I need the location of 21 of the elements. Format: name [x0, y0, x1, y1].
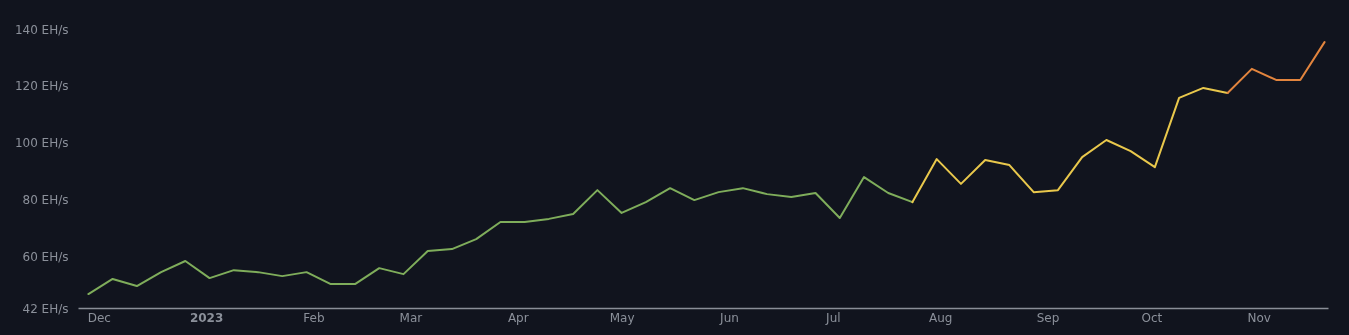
- line-series: [911, 86, 1229, 204]
- x-tick-label: Aug: [928, 310, 953, 325]
- x-tick-label: Oct: [1141, 310, 1163, 325]
- y-tick-label: 42 EH/s: [22, 301, 69, 316]
- y-tick-label: 100 EH/s: [14, 136, 69, 151]
- x-tick-label: Sep: [1036, 310, 1060, 325]
- y-tick-label: 80 EH/s: [22, 193, 69, 208]
- line-series: [1226, 41, 1326, 95]
- x-tick-label: Mar: [399, 310, 423, 325]
- x-tick-label: Jul: [825, 310, 841, 325]
- x-tick-label: Apr: [507, 310, 529, 325]
- y-tick-label: 140 EH/s: [14, 22, 69, 37]
- x-tick-label: Feb: [303, 310, 325, 325]
- y-tick-label: 60 EH/s: [22, 250, 69, 265]
- x-tick-label: Jun: [719, 310, 739, 325]
- x-tick-label: May: [609, 310, 635, 325]
- y-tick-label: 120 EH/s: [14, 79, 69, 94]
- line-series: [87, 176, 914, 296]
- x-tick-label: 2023: [189, 310, 224, 325]
- x-tick-label: Nov: [1247, 310, 1271, 325]
- x-tick-label: Dec: [87, 310, 111, 325]
